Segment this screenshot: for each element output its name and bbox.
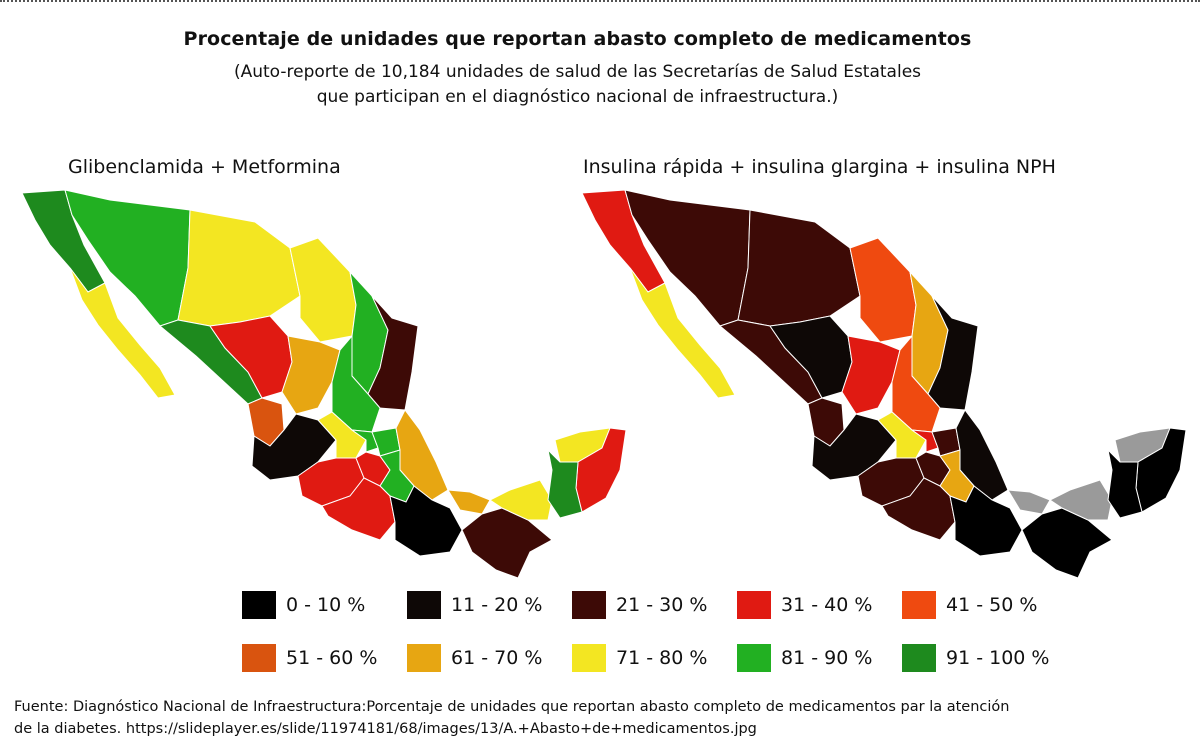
legend-item-51-60: 51 - 60 % — [242, 643, 377, 673]
source-line1: Fuente: Diagnóstico Nacional de Infraest… — [14, 699, 1010, 715]
right-map-title: Insulina rápida + insulina glargina + in… — [583, 156, 1056, 178]
legend-label: 31 - 40 % — [781, 594, 873, 616]
state-campeche-east — [1107, 448, 1143, 519]
legend-swatch — [242, 591, 276, 619]
state-san-luis-potosi — [331, 334, 381, 433]
figure-title: Procentaje de unidades que reportan abas… — [183, 28, 972, 50]
state-coahuila — [849, 237, 917, 343]
legend-swatch — [737, 644, 771, 672]
source-note: Fuente: Diagnóstico Nacional de Infraest… — [14, 696, 1194, 740]
state-tabasco — [1007, 489, 1051, 515]
legend-label: 41 - 50 % — [946, 594, 1038, 616]
state-chihuahua — [177, 209, 301, 327]
legend-item-11-20: 11 - 20 % — [407, 590, 542, 620]
top-dotted-border — [0, 0, 1200, 6]
legend-item-61-70: 61 - 70 % — [407, 643, 542, 673]
state-coahuila — [289, 237, 357, 343]
state-tabasco — [447, 489, 491, 515]
state-baja-california-sur — [629, 267, 736, 399]
state-san-luis-potosi — [891, 334, 941, 433]
legend-swatch — [902, 591, 936, 619]
figure-subtitle-line2: que participan en el diagnóstico naciona… — [316, 87, 839, 107]
left-map — [21, 189, 627, 579]
legend-label: 91 - 100 % — [946, 647, 1050, 669]
legend-label: 0 - 10 % — [286, 594, 366, 616]
legend-label: 51 - 60 % — [286, 647, 378, 669]
state-guanajuato — [317, 411, 367, 459]
legend-label: 81 - 90 % — [781, 647, 873, 669]
legend-swatch — [902, 644, 936, 672]
state-queretaro — [350, 429, 379, 453]
state-campeche-east — [547, 448, 583, 519]
left-map-title: Glibenclamida + Metformina — [68, 156, 341, 178]
legend-label: 61 - 70 % — [451, 647, 543, 669]
legend-label: 11 - 20 % — [451, 594, 543, 616]
state-campeche — [1049, 479, 1113, 521]
legend-item-21-30: 21 - 30 % — [572, 590, 707, 620]
state-zacatecas — [841, 335, 901, 415]
state-guanajuato — [877, 411, 927, 459]
state-tamaulipas — [927, 295, 979, 411]
legend-item-31-40: 31 - 40 % — [737, 590, 872, 620]
legend-swatch — [737, 591, 771, 619]
legend-swatch — [242, 644, 276, 672]
legend-item-91-100: 91 - 100 % — [902, 643, 1049, 673]
legend-item-71-80: 71 - 80 % — [572, 643, 707, 673]
state-chiapas — [461, 507, 553, 579]
state-chihuahua — [737, 209, 861, 327]
state-baja-california-sur — [69, 267, 176, 399]
state-queretaro — [910, 429, 939, 453]
legend-swatch — [407, 644, 441, 672]
legend-swatch — [572, 644, 606, 672]
legend-swatch — [572, 591, 606, 619]
right-map — [581, 189, 1187, 579]
source-line2: de la diabetes. https://slideplayer.es/s… — [14, 721, 757, 737]
figure-subtitle-line1: (Auto-reporte de 10,184 unidades de salu… — [233, 62, 922, 82]
legend-item-81-90: 81 - 90 % — [737, 643, 872, 673]
state-chiapas — [1021, 507, 1113, 579]
state-tamaulipas — [367, 295, 419, 411]
legend-item-41-50: 41 - 50 % — [902, 590, 1037, 620]
legend-swatch — [407, 591, 441, 619]
legend-label: 21 - 30 % — [616, 594, 708, 616]
state-zacatecas — [281, 335, 341, 415]
legend-label: 71 - 80 % — [616, 647, 708, 669]
legend-item-0-10: 0 - 10 % — [242, 590, 365, 620]
state-campeche — [489, 479, 553, 521]
